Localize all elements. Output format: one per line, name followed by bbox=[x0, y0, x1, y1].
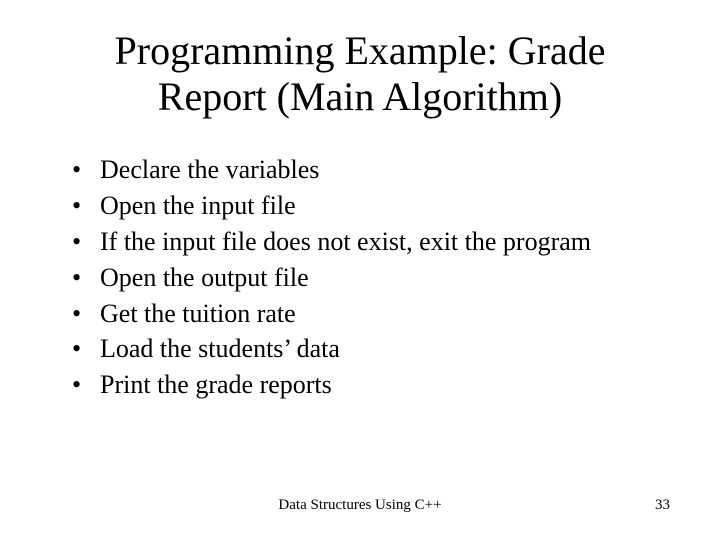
list-item: Open the input file bbox=[72, 188, 660, 224]
list-item: Load the students’ data bbox=[72, 331, 660, 367]
list-item: Declare the variables bbox=[72, 152, 660, 188]
footer-text: Data Structures Using C++ bbox=[0, 497, 720, 514]
list-item: Print the grade reports bbox=[72, 367, 660, 403]
slide: Programming Example: Grade Report (Main … bbox=[0, 0, 720, 540]
page-number: 33 bbox=[655, 497, 670, 514]
list-item: Get the tuition rate bbox=[72, 296, 660, 332]
list-item: Open the output file bbox=[72, 260, 660, 296]
bullet-list: Declare the variables Open the input fil… bbox=[60, 152, 660, 403]
list-item: If the input file does not exist, exit t… bbox=[72, 224, 660, 260]
slide-title: Programming Example: Grade Report (Main … bbox=[60, 28, 660, 120]
